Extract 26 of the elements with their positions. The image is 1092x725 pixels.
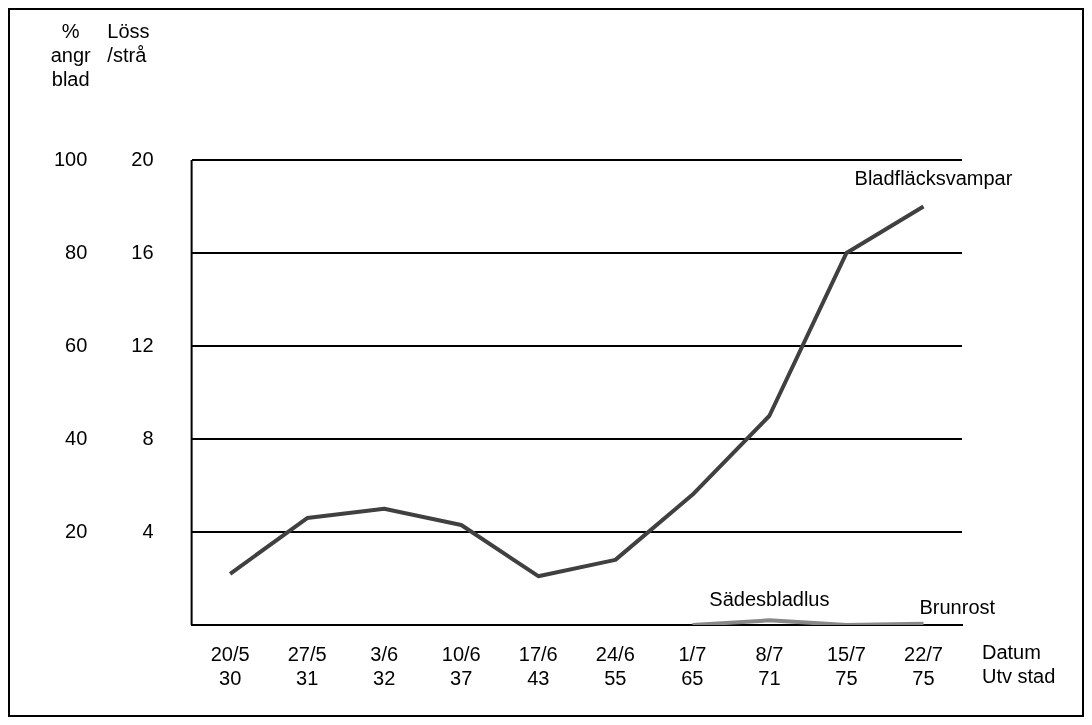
y-tick-label: 100 [53, 147, 88, 170]
x-tick-label: 3/6 32 [370, 642, 399, 689]
annotation: Brunrost [919, 595, 996, 618]
y2-tick-label: 8 [142, 426, 154, 449]
y2-tick-label: 4 [142, 519, 154, 542]
x-tick-label: 8/7 71 [755, 642, 784, 689]
y2-tick-label: 12 [131, 333, 154, 356]
x-tick-label: 10/6 37 [441, 642, 481, 689]
x-axis-title: Datum Utv stad [982, 641, 1056, 687]
x-tick-label: 27/5 31 [287, 642, 327, 689]
x-tick-label: 15/7 75 [826, 642, 866, 689]
x-tick-label: 17/6 43 [518, 642, 558, 689]
series-label: Sädesbladlus [709, 588, 830, 611]
x-tick-label: 22/7 75 [904, 642, 943, 689]
x-tick-label: 20/5 30 [210, 642, 250, 689]
y2-axis-title: Löss /strå [107, 20, 150, 66]
y-tick-label: 60 [65, 333, 88, 356]
series-label: Bladfläcksvampar [854, 166, 1013, 189]
y-tick-label: 20 [65, 519, 88, 542]
y2-tick-label: 20 [131, 147, 154, 170]
x-tick-label: 1/7 65 [678, 642, 707, 689]
y2-tick-label: 16 [131, 240, 154, 263]
y-axis-title: % angr blad [50, 20, 92, 90]
y-tick-label: 80 [65, 240, 88, 263]
x-tick-label: 24/6 55 [595, 642, 635, 689]
y-tick-label: 40 [65, 426, 88, 449]
